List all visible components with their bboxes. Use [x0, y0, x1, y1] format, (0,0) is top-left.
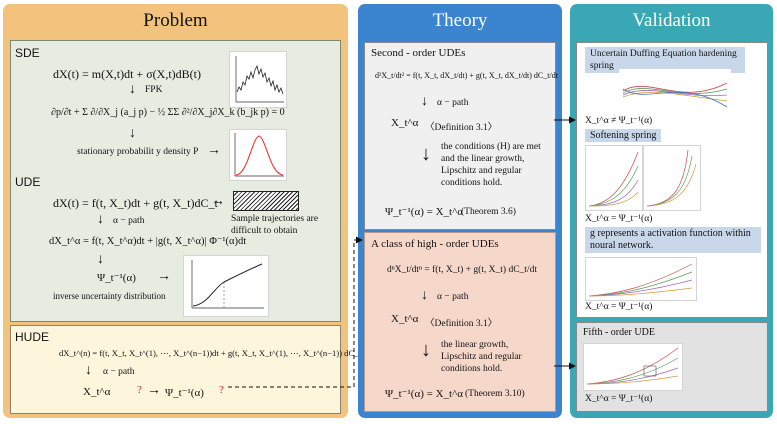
duffing-relation: X_t^α ≠ Ψ_t⁻¹(α): [585, 116, 653, 126]
hude-psi: Ψ_t⁻¹(α): [165, 387, 204, 399]
fpk-equation: ∂p/∂t + Σ ∂/∂X_j (a_j p) − ½ ΣΣ ∂²/∂X_j∂…: [51, 107, 285, 118]
sde-label: SDE: [15, 46, 40, 60]
second-definition: 〈Definition 3.1〉: [425, 123, 498, 133]
arrow-down-psi: ↓: [97, 252, 104, 267]
hude-box: HUDE dX_t^(n) = f(t, X_t, X_t^(1), ⋯, X_…: [10, 325, 370, 414]
hude-question-2: ?: [219, 384, 224, 396]
arrow-down-density: ↓: [129, 126, 136, 141]
alpha-path-equation: dX_t^α = f(t, X_t^α)dt + |g(t, X_t^α)| Φ…: [49, 236, 247, 247]
inverse-distribution-label: inverse uncertainty distribution: [53, 291, 166, 301]
ude-alpha-path-label: α − path: [113, 216, 145, 226]
activation-label: g represents a activation function withi…: [585, 227, 761, 253]
arrow-down-fpk: ↓: [129, 82, 136, 97]
arrow-down-high-alpha: ↓: [421, 288, 428, 303]
second-theorem: (Theorem 3.6): [461, 207, 516, 217]
problem-title: Problem: [143, 10, 208, 31]
second-x-alpha: X_t^α: [391, 117, 419, 129]
second-order-heading: Second - order UDEs: [371, 47, 466, 59]
high-conditions: the linear growth, Lipschitz and regular…: [441, 340, 522, 374]
arrow-down-second-conditions: ↓: [421, 143, 431, 165]
duffing-label: Uncertain Duffing Equation hardening spr…: [585, 47, 745, 73]
high-alpha-path-label: α − path: [437, 292, 469, 302]
sde-ude-box: SDE dX(t) = m(X,t)dt + σ(X,t)dB(t) ↓ FPK…: [10, 40, 341, 322]
arrow-down-high-conditions: ↓: [421, 339, 431, 361]
high-theorem: (Theorem 3.10): [465, 389, 525, 399]
validation-title: Validation: [632, 10, 711, 31]
hatched-trajectory-box: [233, 191, 299, 211]
fpk-label: FPK: [145, 85, 163, 95]
hude-x-alpha: X_t^α: [83, 386, 111, 398]
theory-title: Theory: [432, 10, 488, 31]
high-order-equation: dⁿX_t/dtⁿ = f(t, X_t) + g(t, X_t) dC_t/d…: [387, 265, 537, 275]
softening-relation: X_t^α = Ψ_t⁻¹(α): [585, 214, 653, 224]
ude-label: UDE: [15, 175, 41, 189]
activation-plot: [585, 257, 697, 301]
arrow-down-alpha-path: ↓: [97, 212, 104, 227]
duffing-plot: [619, 69, 731, 113]
theory-panel: Theory Second - order UDEs d²X_t/dt² = f…: [358, 4, 562, 418]
second-conditions: the conditions (H) are met and the linea…: [441, 142, 541, 188]
sde-sample-path-plot: [229, 51, 287, 108]
arrow-down-second-alpha: ↓: [421, 94, 428, 109]
validation-panel: Validation Uncertain Duffing Equation ha…: [570, 4, 773, 418]
arrow-down-hude-alpha: ↓: [85, 363, 92, 378]
sample-trajectories-note: Sample trajectories are difficult to obt…: [231, 214, 319, 236]
high-order-heading: A class of high - order UDEs: [371, 238, 499, 250]
problem-panel: Problem SDE dX(t) = m(X,t)dt + σ(X,t)dB(…: [3, 4, 370, 418]
hude-label: HUDE: [15, 330, 50, 344]
second-order-box: Second - order UDEs d²X_t/dt² = f(t, X_t…: [364, 42, 558, 230]
arrow-right-ude: →: [211, 194, 225, 209]
hude-equation: dX_t^(n) = f(t, X_t, X_t^(1), ⋯, X_t^(n−…: [59, 348, 370, 358]
softening-label: Softening spring: [585, 129, 662, 142]
arrow-right-density: →: [207, 143, 221, 158]
activation-relation: X_t^α = Ψ_t⁻¹(α): [585, 302, 653, 312]
hude-question-1: ?: [137, 384, 142, 396]
fifth-order-box: Fifth - order UDE X_t^α = Ψ_t⁻¹(α): [576, 322, 768, 412]
fifth-order-label: Fifth - order UDE: [583, 327, 655, 338]
arrow-right-psi: →: [157, 269, 171, 284]
second-alpha-path-label: α − path: [437, 98, 469, 108]
arrow-right-hude: →: [147, 383, 161, 398]
fifth-order-plot: [583, 343, 683, 391]
ude-equation: dX(t) = f(t, X_t)dt + g(t, X_t)dC_t: [53, 196, 218, 210]
inverse-distribution-plot: [183, 255, 269, 317]
high-result: Ψ_t⁻¹(α) = X_t^α: [385, 388, 463, 400]
fifth-relation: X_t^α = Ψ_t⁻¹(α): [585, 394, 653, 404]
psi-label: Ψ_t⁻¹(α): [97, 272, 136, 284]
sde-equation: dX(t) = m(X,t)dt + σ(X,t)dB(t): [53, 67, 201, 81]
softening-plot-2: [643, 145, 701, 211]
validation-examples-box: Uncertain Duffing Equation hardening spr…: [576, 42, 768, 318]
second-result: Ψ_t⁻¹(α) = X_t^α: [385, 206, 463, 218]
softening-plot-1: [585, 145, 643, 211]
high-order-box: A class of high - order UDEs dⁿX_t/dtⁿ =…: [364, 232, 556, 412]
density-curve-plot: [229, 129, 287, 181]
high-x-alpha: X_t^α: [391, 313, 419, 325]
density-label: stationary probabilit y density P: [77, 147, 199, 157]
second-order-equation: d²X_t/dt² = f(t, X_t, dX_t/dt) + g(t, X_…: [375, 71, 558, 80]
hude-alpha-path-label: α − path: [103, 367, 135, 377]
high-definition: 〈Definition 3.1〉: [425, 319, 498, 329]
